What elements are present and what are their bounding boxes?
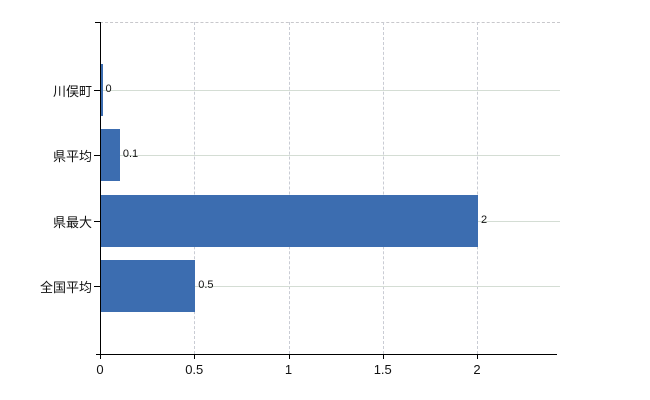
y-gridline — [100, 155, 560, 157]
x-tick — [100, 354, 101, 359]
x-axis-line — [96, 354, 557, 355]
x-tick — [382, 354, 384, 359]
bar-value-label: 0 — [105, 82, 112, 95]
y-axis-line — [100, 22, 101, 354]
y-axis-top-tick — [95, 22, 100, 23]
bar-value-label: 2 — [481, 213, 488, 226]
y-axis-label: 全国平均 — [39, 280, 92, 296]
x-gridline — [288, 22, 290, 354]
y-axis-label: 県平均 — [52, 149, 92, 165]
y-gridline — [100, 89, 560, 91]
x-tick — [288, 354, 290, 359]
y-gridline — [100, 286, 560, 288]
bar — [101, 194, 478, 247]
bar — [101, 260, 196, 313]
x-gridline — [194, 22, 196, 354]
bar — [101, 63, 103, 116]
x-tick-label: 1 — [284, 362, 293, 377]
x-tick-label: 0.5 — [185, 362, 204, 377]
x-tick — [194, 354, 196, 359]
x-gridline — [477, 22, 478, 354]
y-axis-label: 県最大 — [52, 214, 92, 230]
y-tick — [94, 89, 100, 91]
x-gridline — [382, 22, 384, 354]
plot-top-border — [100, 22, 560, 23]
x-tick-label: 1.5 — [373, 362, 392, 377]
x-tick — [477, 354, 478, 359]
y-tick — [94, 286, 100, 288]
bar-value-label: 0.1 — [122, 148, 139, 161]
y-tick — [94, 220, 100, 222]
y-tick — [94, 155, 100, 157]
x-tick-label: 0 — [96, 362, 104, 377]
y-axis-label: 川俣町 — [52, 83, 92, 99]
x-tick-label: 2 — [473, 362, 481, 377]
bar — [101, 129, 120, 182]
bar-value-label: 0.5 — [198, 279, 214, 292]
